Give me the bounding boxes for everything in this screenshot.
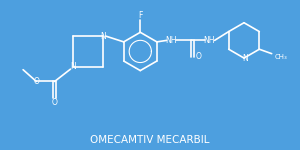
Text: N: N xyxy=(70,62,76,71)
Text: NH: NH xyxy=(203,36,215,45)
Text: CH₃: CH₃ xyxy=(274,54,287,60)
Text: OMECAMTIV MECARBIL: OMECAMTIV MECARBIL xyxy=(90,135,210,145)
Text: N: N xyxy=(100,32,106,41)
Text: O: O xyxy=(52,98,58,107)
Text: N: N xyxy=(243,54,248,63)
Text: O: O xyxy=(195,52,201,61)
Text: F: F xyxy=(138,11,142,20)
Text: NH: NH xyxy=(165,36,177,45)
Text: O: O xyxy=(33,77,39,86)
